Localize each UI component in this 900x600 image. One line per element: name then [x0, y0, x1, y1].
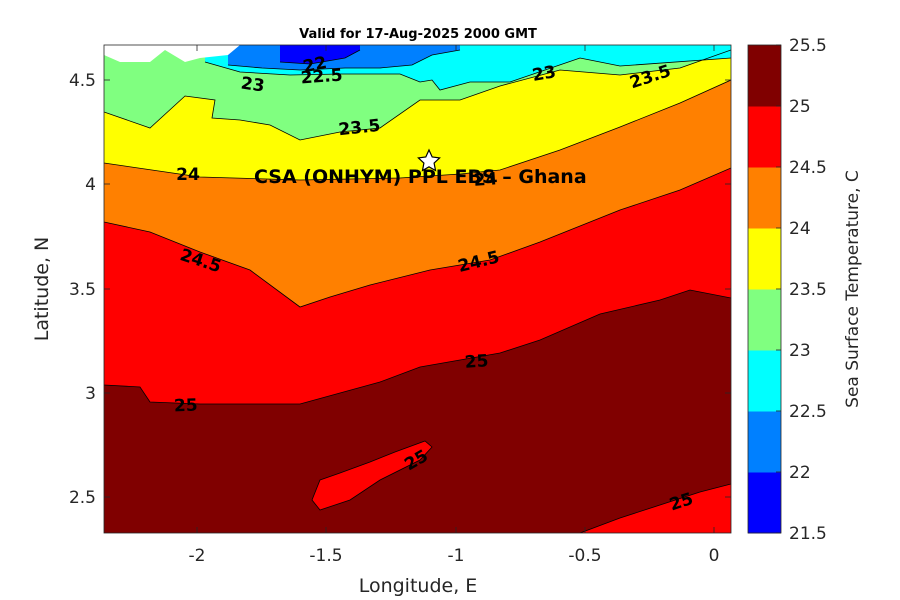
no-data-region: [104, 45, 240, 62]
y-tick-label: 4.5: [69, 71, 96, 91]
chart-title: Valid for 17-Aug-2025 2000 GMT: [299, 27, 537, 42]
colorbar-band: [748, 167, 781, 229]
x-tick-label: -1.5: [309, 546, 342, 566]
y-axis-label: Latitude, N: [31, 237, 53, 342]
y-tick-label: 3: [85, 384, 96, 404]
contour-line-24: [104, 79, 731, 181]
colorbar-band: [748, 472, 781, 534]
colorbar-tick-label: 25.5: [789, 36, 827, 56]
x-tick-label: -0.5: [568, 546, 601, 566]
contour-label: 22: [301, 53, 328, 77]
contour-fill-layer: [104, 45, 731, 533]
x-ticks: [196, 45, 715, 533]
colorbar-band: [748, 45, 781, 107]
colorbar-tick-label: 25: [789, 97, 811, 117]
colorbar-label: Sea Surface Temperature, C: [843, 170, 863, 408]
x-tick-label: -2: [189, 546, 206, 566]
contour-label: 23.5: [338, 116, 382, 140]
x-tick-label: -1: [448, 546, 465, 566]
contour-label: 24: [176, 165, 200, 185]
colorbar-tick-label: 24: [789, 219, 811, 239]
colorbar-band: [748, 289, 781, 351]
contour-line-22: [279, 49, 361, 65]
contour-line-24.5: [104, 167, 731, 308]
contour-line-23: [204, 57, 731, 91]
contour-label: 25: [464, 351, 489, 373]
contour-label: 23: [240, 73, 266, 96]
contour-line-25-pocket: [311, 440, 433, 511]
colorbar-band: [748, 350, 781, 412]
contour-line-22.5: [227, 49, 461, 71]
contour-label: 23: [531, 62, 558, 86]
contour-label: 24: [473, 169, 498, 191]
contour-label: 25: [174, 396, 198, 417]
colorbar-tick-label: 24.5: [789, 158, 827, 178]
y-tick-label: 3.5: [69, 280, 96, 300]
colorbar-band: [748, 106, 781, 168]
x-tick-labels: -2 -1.5 -1 -0.5 0: [189, 546, 720, 566]
colorbar-band: [748, 228, 781, 290]
contour-line-25-se: [579, 483, 731, 533]
colorbar: [748, 45, 781, 534]
colorbar-tick-label: 23: [789, 341, 811, 361]
colorbar-band: [748, 411, 781, 473]
y-ticks: [104, 79, 731, 498]
y-tick-labels: 2.5 3 3.5 4 4.5: [69, 71, 96, 508]
colorbar-tick-label: 22.5: [789, 402, 827, 422]
star-icon: [417, 148, 441, 172]
colorbar-tick-labels: 21.5 22 22.5 23 23.5 24 24.5 25 25.5: [776, 36, 827, 544]
warm-pocket-25-se: [580, 484, 731, 533]
contour-lines: [104, 49, 731, 533]
site-label: CSA (ONHYM) PPL EBS – Ghana: [254, 166, 587, 188]
colorbar-tick-label: 21.5: [789, 524, 827, 544]
contour-label: 22.5: [300, 66, 343, 89]
y-tick-label: 2.5: [69, 488, 96, 508]
band-21.5-22: [280, 45, 360, 64]
contour-line-23.5: [104, 49, 731, 141]
x-axis-label: Longitude, E: [359, 575, 478, 597]
site-marker: CSA (ONHYM) PPL EBS – Ghana: [254, 148, 587, 188]
colorbar-tick-label: 22: [789, 463, 811, 483]
warm-pocket-25: [312, 441, 432, 510]
x-tick-label: 0: [709, 546, 720, 566]
contour-line-25: [104, 289, 731, 405]
y-tick-label: 4: [85, 175, 96, 195]
colorbar-tick-label: 23.5: [789, 280, 827, 300]
